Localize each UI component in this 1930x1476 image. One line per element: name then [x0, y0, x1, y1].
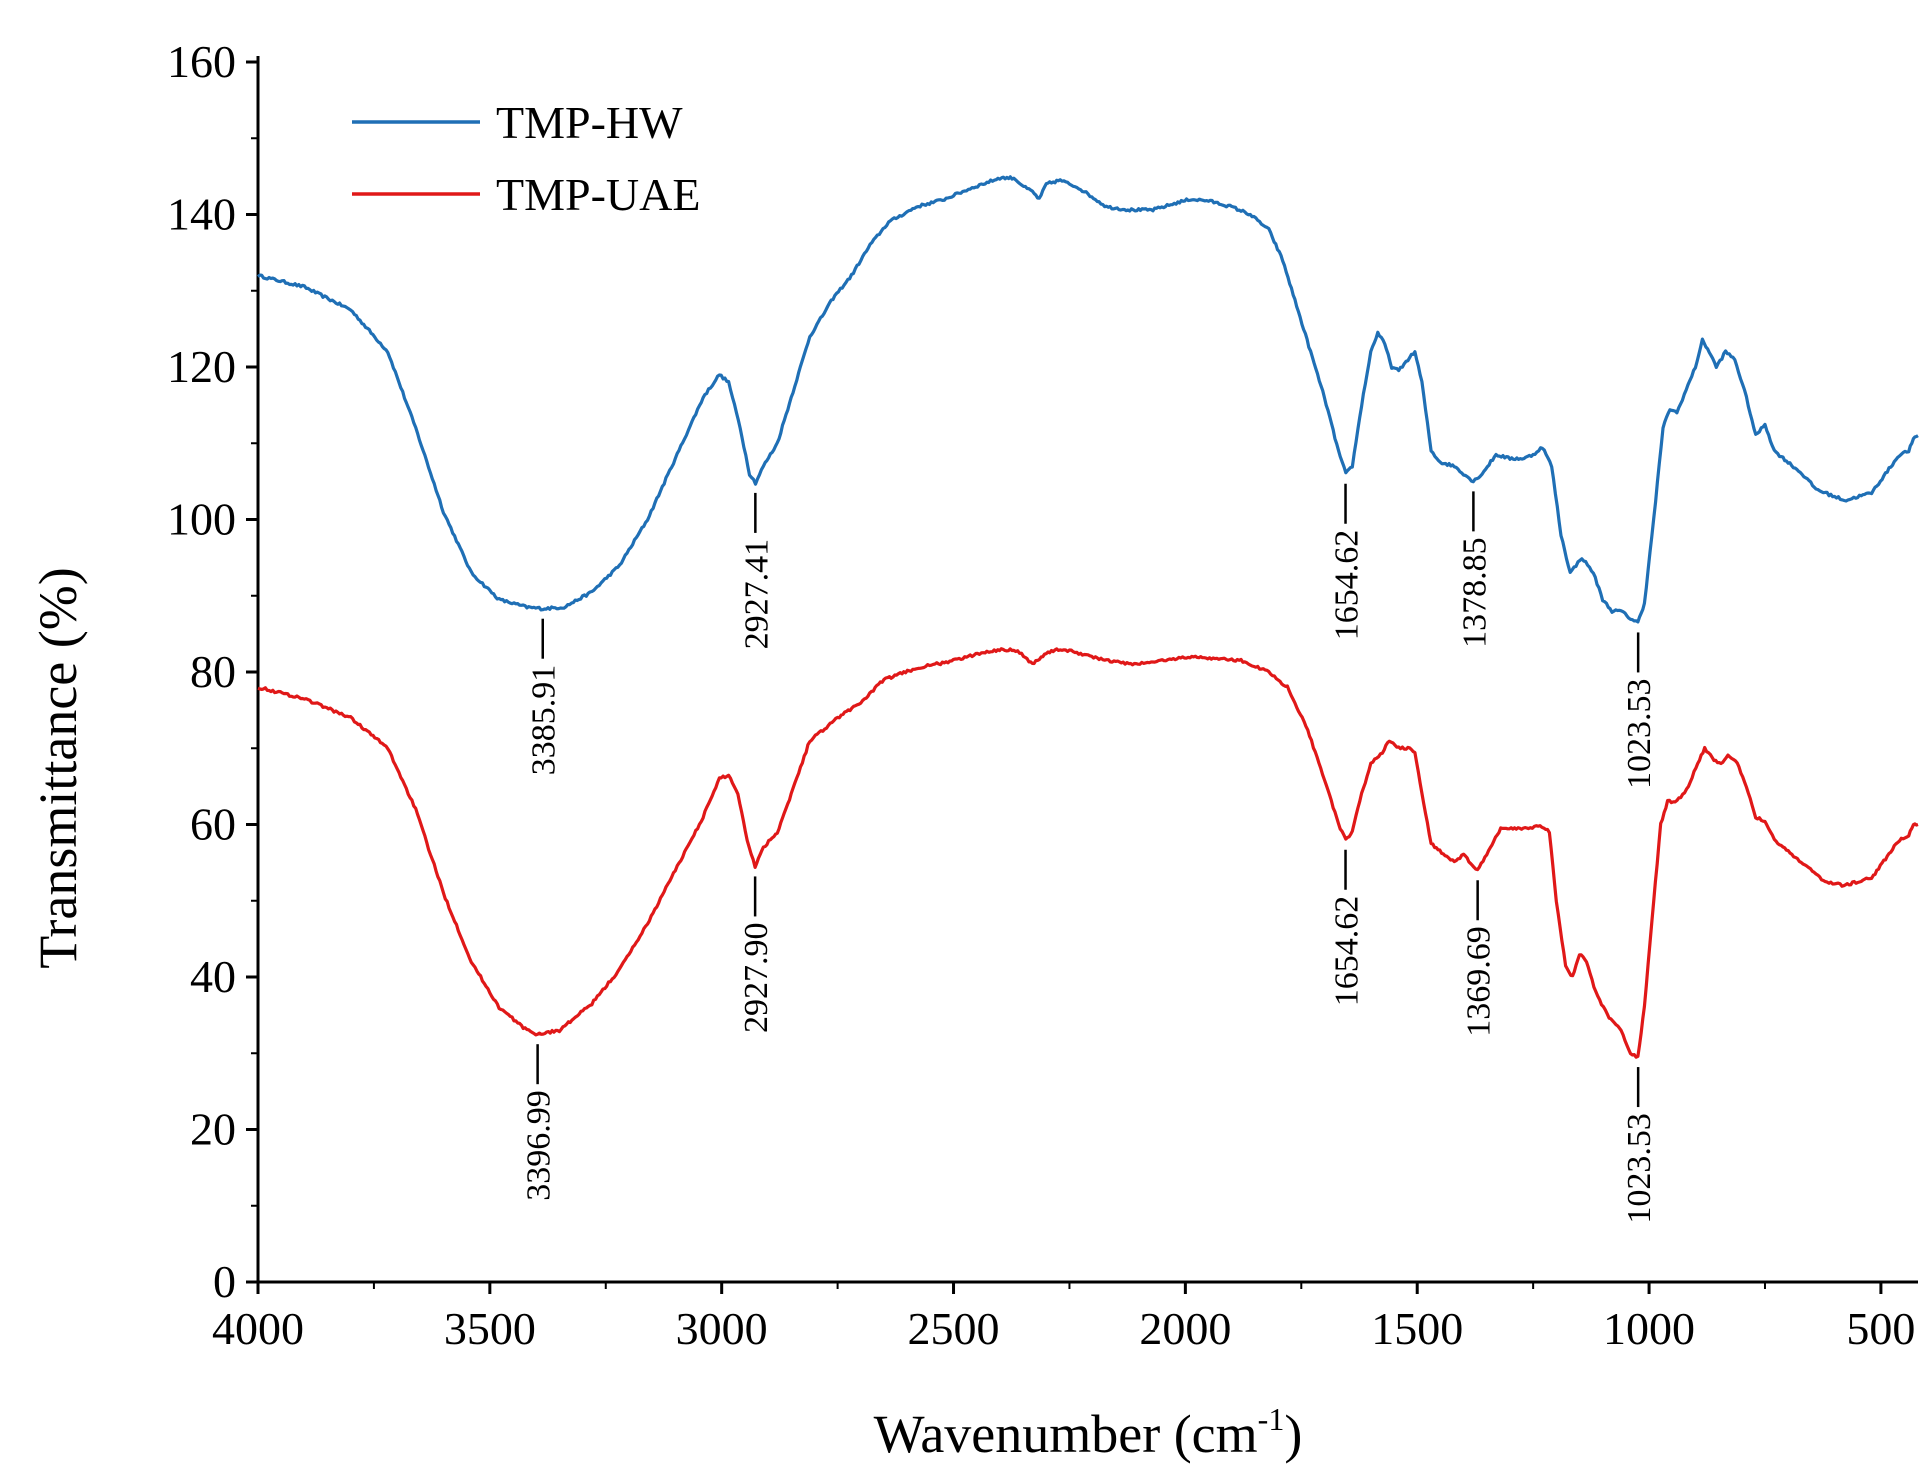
peak-label: 1654.62 [1329, 896, 1366, 1007]
peak-label: 3396.99 [521, 1090, 558, 1201]
y-tick-label: 100 [167, 494, 236, 545]
y-tick-label: 20 [190, 1104, 236, 1155]
x-tick-label: 2000 [1139, 1303, 1231, 1354]
y-axis-title: Transmittance (%) [28, 567, 88, 968]
axes: 0 20 40 60 80 100 120 140 160 4000 3500 3000 2500 200… [167, 36, 1918, 1354]
x-tick-label: 1000 [1603, 1303, 1695, 1354]
y-tick-label: 140 [167, 189, 236, 240]
y-tick-label: 40 [190, 951, 236, 1002]
peak-label: 1369.69 [1461, 926, 1498, 1037]
legend: TMP-HW TMP-UAE [352, 97, 700, 220]
y-tick-label: 80 [190, 646, 236, 697]
y-tick-label: 120 [167, 341, 236, 392]
y-tick-label: 160 [167, 36, 236, 87]
x-tick-label: 500 [1846, 1303, 1915, 1354]
peak-label: 1023.53 [1621, 678, 1658, 789]
peak-label: 1023.53 [1621, 1113, 1658, 1224]
x-axis-title-sup: -1 [1258, 1401, 1285, 1437]
x-axis-title: Wavenumber (cm-1) [874, 1401, 1303, 1464]
annotation-layer: 3385.91 2927.41 1654.62 1378.85 1023.53 3396.… [521, 483, 1658, 1224]
legend-label: TMP-UAE [496, 169, 700, 220]
peak-label: 2927.41 [738, 539, 775, 650]
x-axis-title-main: Wavenumber (cm [874, 1404, 1258, 1464]
peak-label: 2927.90 [738, 922, 775, 1033]
y-tick-label: 0 [213, 1256, 236, 1307]
x-tick-label: 4000 [212, 1303, 304, 1354]
x-tick-label: 3000 [676, 1303, 768, 1354]
y-tick-label: 60 [190, 799, 236, 850]
legend-label: TMP-HW [496, 97, 683, 148]
peak-label: 1654.62 [1329, 530, 1366, 641]
x-tick-label: 1500 [1371, 1303, 1463, 1354]
x-tick-label: 3500 [444, 1303, 536, 1354]
series-line-tmp-hw [257, 175, 1919, 624]
x-tick-label: 2500 [908, 1303, 1000, 1354]
x-axis-title-tail: ) [1284, 1404, 1302, 1464]
peak-label: 3385.91 [526, 665, 563, 776]
series-line-tmp-uae [257, 647, 1919, 1059]
peak-label: 1378.85 [1456, 537, 1493, 648]
series-layer [257, 175, 1919, 1059]
